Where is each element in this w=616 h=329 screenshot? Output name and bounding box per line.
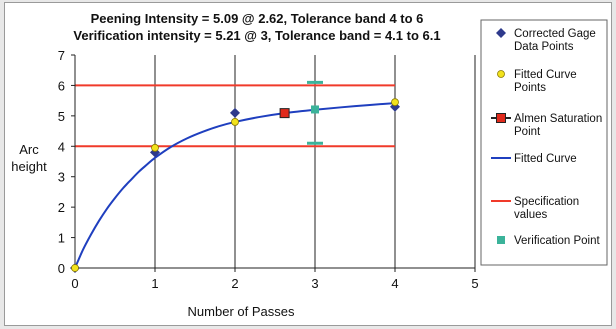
almen-saturation-point xyxy=(279,108,290,119)
legend-label-2-0: Almen Saturation xyxy=(514,113,602,125)
axes xyxy=(71,54,476,272)
y-axis-label-line1: Arc xyxy=(19,142,39,157)
y-tick-label-0: 0 xyxy=(58,261,65,276)
legend-symbol-0 xyxy=(496,28,506,38)
y-tick-labels: 0 1 2 3 4 5 6 7 xyxy=(58,48,65,276)
x-tick-label-3: 3 xyxy=(311,276,318,291)
fitted-curve-line xyxy=(74,102,396,269)
y-axis-label-line2: height xyxy=(11,159,47,174)
legend-label-0-0: Corrected Gage xyxy=(514,28,596,40)
legend-label-4-1: values xyxy=(514,209,547,221)
x-tick-label-0: 0 xyxy=(71,276,78,291)
fitted-curve-point-3 xyxy=(391,98,399,107)
x-tick-label-1: 1 xyxy=(151,276,158,291)
grid-lines xyxy=(154,55,476,268)
y-tick-label-6: 6 xyxy=(58,78,65,93)
chart-subtitle: Verification intensity = 5.21 @ 3, Toler… xyxy=(73,28,440,43)
y-tick-label-4: 4 xyxy=(58,139,65,154)
y-tick-label-2: 2 xyxy=(58,200,65,215)
x-tick-label-2: 2 xyxy=(231,276,238,291)
legend-label-1-0: Fitted Curve xyxy=(514,69,577,81)
y-tick-label-7: 7 xyxy=(58,48,65,63)
legend-symbol-5 xyxy=(497,236,505,244)
legend-label-5-0: Verification Point xyxy=(514,235,600,247)
fitted-curve-point-2 xyxy=(231,118,239,126)
verification-point xyxy=(311,105,319,114)
y-tick-label-5: 5 xyxy=(58,109,65,124)
legend-symbol-1 xyxy=(497,70,505,78)
legend-label-1-1: Points xyxy=(514,82,546,94)
fitted-curve-point-1 xyxy=(151,143,159,152)
legend-label-2-1: Point xyxy=(514,126,541,138)
specification-lines xyxy=(75,84,395,148)
chart-svg: Peening Intensity = 5.09 @ 2.62, Toleran… xyxy=(11,11,608,319)
x-axis-label: Number of Passes xyxy=(188,304,295,319)
gage-data-point-2 xyxy=(230,107,240,118)
x-tick-label-5: 5 xyxy=(471,276,478,291)
legend-label-3-0: Fitted Curve xyxy=(514,153,577,165)
legend-label-4-0: Specification xyxy=(514,196,579,208)
x-tick-label-4: 4 xyxy=(391,276,398,291)
y-tick-label-1: 1 xyxy=(58,231,65,246)
series-layer xyxy=(70,80,400,273)
chart-frame: Peening Intensity = 5.09 @ 2.62, Toleran… xyxy=(4,2,612,326)
legend-symbol-2 xyxy=(496,113,506,123)
chart-title: Peening Intensity = 5.09 @ 2.62, Toleran… xyxy=(91,11,424,26)
y-tick-label-3: 3 xyxy=(58,170,65,185)
fitted-curve-point-0 xyxy=(71,264,79,272)
legend-label-0-1: Data Points xyxy=(514,41,574,53)
legend-box xyxy=(480,19,608,266)
x-tick-labels: 0 1 2 3 4 5 xyxy=(71,276,478,291)
